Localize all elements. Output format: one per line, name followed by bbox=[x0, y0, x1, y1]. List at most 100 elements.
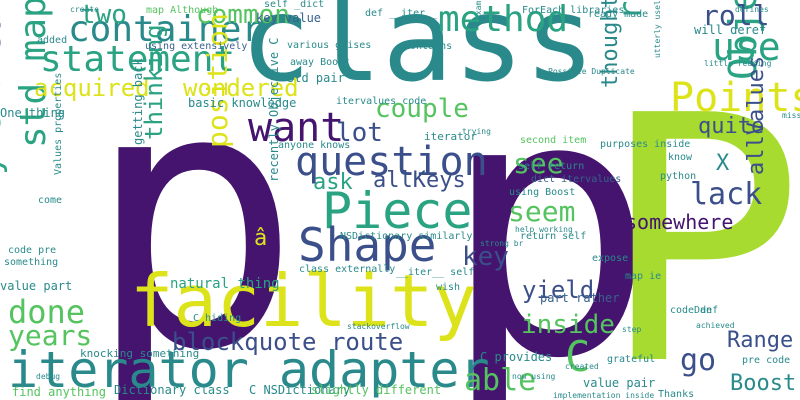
word: defines bbox=[735, 5, 769, 14]
word: C hiding bbox=[193, 313, 242, 324]
word: slightly different bbox=[311, 383, 442, 397]
word: Thanks bbox=[658, 389, 695, 400]
word: pre code bbox=[742, 355, 791, 366]
word: yield bbox=[0, 72, 9, 175]
word: class bbox=[240, 0, 596, 108]
word: utterly useless bbox=[653, 0, 662, 58]
word: map Although bbox=[146, 5, 219, 16]
word: acquired bbox=[34, 74, 150, 102]
word: Dictionary class bbox=[114, 383, 230, 397]
word: code pre bbox=[8, 245, 57, 256]
word: return self bbox=[520, 231, 587, 242]
word: wondered bbox=[183, 74, 299, 102]
word: come bbox=[38, 195, 63, 206]
word: value pair bbox=[583, 376, 656, 390]
word: p bbox=[85, 10, 302, 400]
word: basic knowledge bbox=[188, 96, 297, 110]
word: missing bbox=[782, 111, 800, 120]
word: Piece bbox=[322, 182, 473, 240]
word: Dan bbox=[694, 305, 713, 316]
word: roll bbox=[702, 0, 770, 32]
word: step bbox=[622, 325, 642, 334]
word: recently Objective C bbox=[267, 37, 281, 183]
word: One thing bbox=[0, 106, 66, 120]
word: stackoverflow bbox=[347, 322, 410, 331]
word: using extensively bbox=[145, 41, 248, 52]
word: key value bbox=[256, 11, 322, 25]
word: able bbox=[464, 363, 537, 398]
word: container bbox=[68, 9, 264, 50]
word: will deref bbox=[694, 23, 767, 37]
word: seem bbox=[508, 195, 576, 228]
word: Range bbox=[727, 328, 794, 353]
word: Values properties bbox=[53, 72, 64, 175]
word: Boost bbox=[730, 371, 797, 396]
word: help working bbox=[515, 225, 573, 234]
word: p bbox=[440, 18, 657, 400]
word: C NSDictionary bbox=[249, 383, 351, 397]
word: yield bbox=[522, 276, 595, 304]
word: class externally bbox=[299, 264, 396, 275]
word: part rather bbox=[540, 291, 620, 305]
word: create bbox=[70, 5, 99, 14]
word: NSDictionary similarly bbox=[340, 231, 473, 242]
word: itervalues code bbox=[336, 96, 427, 107]
word: strong br bbox=[480, 239, 524, 248]
word: knocking something bbox=[80, 347, 200, 360]
word: lack bbox=[690, 177, 763, 212]
word: std pair bbox=[287, 71, 345, 85]
word: iterator bbox=[424, 130, 477, 143]
word: achieved bbox=[696, 321, 735, 330]
word: two bbox=[80, 0, 127, 30]
word: P bbox=[600, 44, 800, 400]
word: see bbox=[513, 147, 564, 180]
word: added bbox=[37, 35, 68, 46]
word: now using bbox=[512, 372, 556, 381]
word: dict itervalues bbox=[531, 174, 622, 185]
word: created bbox=[565, 362, 599, 371]
word: __iter__ self bbox=[396, 267, 475, 278]
word: second item bbox=[520, 135, 587, 146]
word: python bbox=[660, 171, 697, 182]
word: ForEach libraries bbox=[522, 5, 625, 16]
word: method bbox=[438, 0, 569, 40]
word: ask bbox=[313, 170, 353, 195]
word: allKeys bbox=[373, 168, 466, 193]
word: question bbox=[295, 139, 488, 185]
word: something bbox=[4, 257, 59, 268]
word: know bbox=[668, 152, 693, 163]
word: Shape bbox=[298, 218, 437, 272]
word: debug bbox=[36, 372, 61, 381]
word: lot bbox=[336, 118, 383, 148]
word: use bbox=[712, 25, 781, 69]
word: couple bbox=[375, 94, 469, 124]
word: using Boost bbox=[509, 187, 576, 198]
word: anyone knows bbox=[278, 140, 351, 151]
word: X bbox=[716, 151, 730, 176]
word: natural thing bbox=[170, 276, 280, 292]
word: inside bbox=[521, 310, 615, 340]
word: ready made bbox=[588, 9, 649, 20]
word: â bbox=[254, 226, 268, 251]
word: done bbox=[8, 293, 86, 331]
word: purposes inside bbox=[600, 139, 691, 150]
word: code def bbox=[670, 305, 719, 316]
word: expose bbox=[592, 253, 629, 264]
word: C bbox=[565, 332, 591, 381]
word: wish bbox=[436, 282, 461, 293]
word: example bbox=[474, 0, 483, 20]
word: trying bbox=[462, 127, 491, 136]
word: key bbox=[462, 242, 509, 272]
word: Possible Duplicate bbox=[548, 67, 635, 76]
word: somewhere bbox=[625, 210, 734, 234]
word: implementation inside bbox=[553, 391, 655, 400]
word: def __iter__ bbox=[365, 8, 438, 19]
word: common bbox=[196, 0, 290, 30]
word: blockquote route bbox=[172, 328, 404, 356]
word: away Boost bbox=[290, 57, 351, 68]
word: C provides bbox=[480, 350, 553, 364]
word: facility bbox=[130, 259, 477, 343]
word: find anything bbox=[12, 385, 106, 399]
word: map ie bbox=[625, 271, 662, 282]
